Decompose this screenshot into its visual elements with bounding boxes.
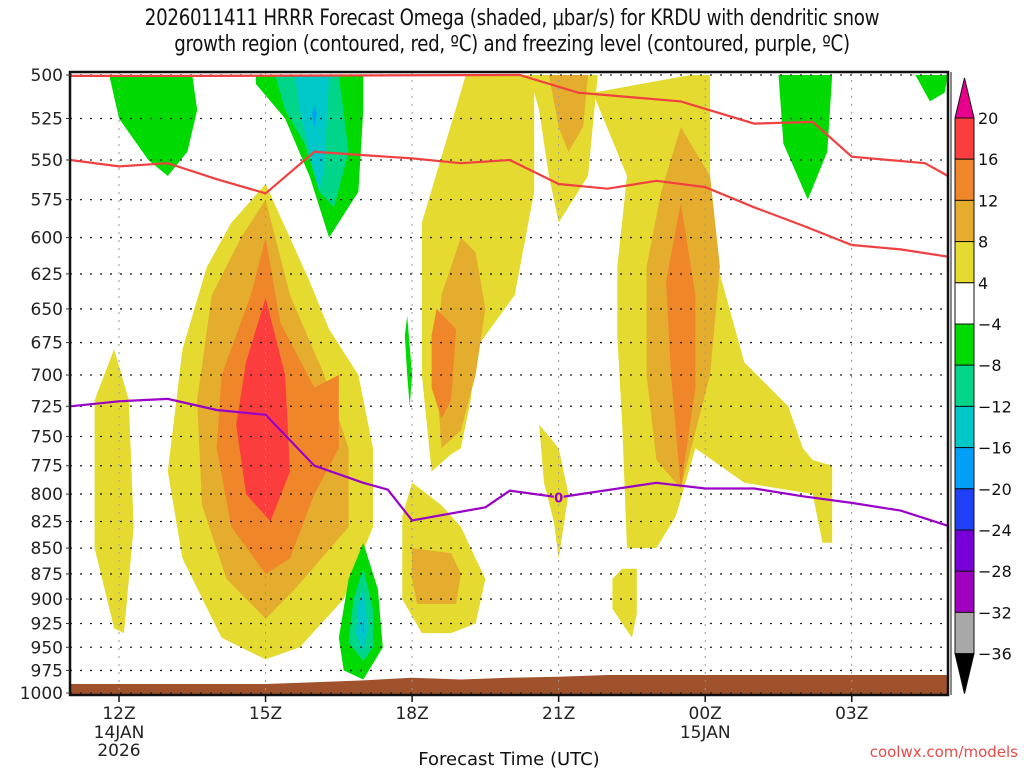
plot-frame (68, 70, 950, 697)
colorbar-label-4: 4 (978, 274, 988, 293)
x-tick-label-12Z: 12Z (102, 704, 135, 724)
colorbar: 20 16 12 8 4 −4 −8 −12 −16 −20 −24 −28 −32 −36 (950, 72, 1012, 695)
credit-link[interactable]: coolwx.com/models (870, 743, 1018, 761)
colorbar-bin--8to-4 (954, 323, 975, 366)
colorbar-bin-12to16 (954, 158, 975, 201)
y-tick-label-875: 875 (31, 565, 63, 585)
omega-region-14 (666, 202, 696, 489)
omega-region-7 (431, 308, 457, 419)
omega-region-28 (778, 75, 833, 200)
x-tick-label-15Z: 15Z (249, 704, 282, 724)
colorbar-label-12: 12 (978, 191, 998, 210)
y-tick-label-950: 950 (31, 638, 63, 658)
chart-title-line1: 2026011411 HRRR Forecast Omega (shaded, … (144, 6, 880, 31)
colorbar-label-20: 20 (978, 109, 998, 128)
colorbar-label--20: −20 (978, 480, 1012, 499)
x-tick-year-2026: 2026 (97, 741, 140, 761)
omega-shading (94, 75, 948, 680)
y-tick-label-550: 550 (31, 151, 63, 171)
grid-lines (70, 72, 948, 695)
dendritic-top-contour (70, 73, 949, 177)
colorbar-label--8: −8 (978, 356, 1002, 375)
y-tick-label-1000: 1000 (20, 684, 63, 704)
colorbar-bin--24to-20 (954, 488, 975, 531)
y-tick-label-825: 825 (31, 512, 63, 532)
colorbar-bin--12to-8 (954, 364, 975, 407)
y-tick-label-900: 900 (31, 590, 63, 610)
colorbar-bin-4to8 (954, 241, 975, 284)
colorbar-label--4: −4 (978, 315, 1002, 334)
y-tick-label-700: 700 (31, 366, 63, 386)
x-tick-label-18Z: 18Z (395, 704, 428, 724)
colorbar-label--32: −32 (978, 603, 1012, 622)
colorbar-label--24: −24 (978, 521, 1012, 540)
omega-region-0 (94, 349, 134, 634)
omega-region-4 (236, 297, 290, 522)
colorbar-bin--16to-12 (954, 405, 975, 449)
omega-region-21 (294, 75, 330, 192)
colorbar-label--36: −36 (978, 645, 1012, 664)
omega-region-22 (312, 106, 317, 127)
omega-region-11 (548, 75, 588, 152)
freezing-level-contour (70, 397, 950, 543)
y-tick-label-650: 650 (31, 300, 63, 320)
omega-region-23 (404, 315, 413, 407)
colorbar-bin--36to-32 (954, 611, 975, 655)
colorbar-bin--28to-24 (954, 529, 975, 572)
y-tick-label-850: 850 (31, 539, 63, 559)
y-tick-label-775: 775 (31, 457, 63, 477)
terrain-layer (70, 675, 948, 695)
contour-lines: 0 (70, 73, 950, 543)
colorbar-bin-16to20 (954, 117, 975, 160)
colorbar-label--12: −12 (978, 397, 1012, 416)
y-axis: 500 525 550 575 600 625 650 675 700 725 750 775 800 8… (20, 66, 70, 704)
x-tick-label-00Z: 00Z (689, 704, 722, 724)
omega-region-9 (412, 548, 461, 604)
omega-region-29 (915, 75, 948, 102)
colorbar-label--16: −16 (978, 439, 1012, 458)
x-tick-label-21Z: 21Z (542, 704, 575, 724)
omega-region-27 (362, 618, 365, 634)
dendritic-bottom-contour (70, 150, 950, 273)
colorbar-bin--4to4 (954, 282, 975, 325)
y-tick-label-975: 975 (31, 661, 63, 681)
y-tick-label-925: 925 (31, 614, 63, 634)
omega-region-16 (612, 568, 637, 638)
colorbar-label-16: 16 (978, 150, 998, 169)
colorbar-bin--20to-16 (954, 447, 975, 490)
y-tick-label-575: 575 (31, 191, 63, 211)
y-tick-label-500: 500 (31, 66, 63, 86)
y-tick-label-600: 600 (31, 229, 63, 249)
y-tick-label-525: 525 (31, 110, 63, 130)
colorbar-top-arrow (954, 77, 975, 119)
x-tick-date-14JAN: 14JAN (94, 723, 145, 743)
y-tick-label-625: 625 (31, 265, 63, 285)
colorbar-label-8: 8 (978, 233, 988, 252)
chart-title-line2: growth region (contoured, red, ºC) and f… (174, 32, 850, 57)
x-tick-date-15JAN: 15JAN (680, 723, 731, 743)
terrain-fill (70, 675, 948, 695)
freezing-label-bg (553, 490, 564, 505)
y-tick-label-750: 750 (31, 428, 63, 448)
y-tick-label-800: 800 (31, 485, 63, 505)
chart-title: 2026011411 HRRR Forecast Omega (shaded, … (41, 6, 983, 58)
colorbar-bin--32to-28 (954, 570, 975, 613)
y-tick-label-725: 725 (31, 397, 63, 417)
y-tick-label-675: 675 (31, 334, 63, 354)
omega-region-26 (355, 589, 369, 652)
omega-region-18 (109, 75, 198, 176)
colorbar-bin-8to12 (954, 199, 975, 243)
colorbar-bottom-arrow (954, 653, 975, 694)
x-axis-title: Forecast Time (UTC) (418, 749, 599, 768)
colorbar-label--28: −28 (978, 562, 1012, 581)
freezing-level-label: 0 (554, 491, 563, 506)
x-tick-label-03Z: 03Z (835, 704, 868, 724)
